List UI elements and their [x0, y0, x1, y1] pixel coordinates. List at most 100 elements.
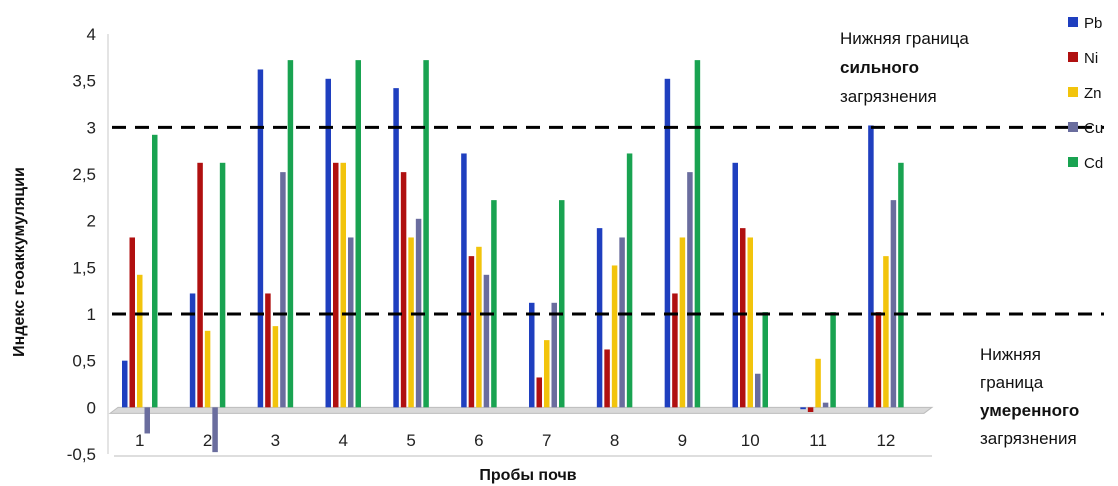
bar-cd-4	[355, 60, 361, 408]
bar-pb-1	[122, 360, 128, 408]
bar-cu-1	[144, 407, 150, 434]
category-label-8: 8	[610, 431, 619, 450]
bar-ni-8	[604, 349, 610, 408]
category-label-2: 2	[203, 431, 212, 450]
y-tick-label: 4	[87, 25, 96, 44]
bar-pb-11	[800, 407, 806, 410]
legend-swatch-zn	[1068, 87, 1078, 97]
bar-ni-2	[197, 162, 203, 408]
bar-cd-3	[287, 60, 294, 408]
bar-zn-2	[204, 330, 211, 408]
x-axis-title: Пробы почв	[479, 467, 576, 484]
reference-label-1-line-1: Нижняя	[980, 345, 1041, 364]
bar-zn-3	[272, 326, 279, 408]
y-tick-label: 1	[87, 305, 96, 324]
y-tick-label: 0,5	[72, 352, 96, 371]
category-label-3: 3	[271, 431, 280, 450]
category-label-10: 10	[741, 431, 760, 450]
legend-label-zn: Zn	[1084, 85, 1102, 102]
reference-label-1-line-4: загрязнения	[980, 429, 1077, 448]
bar-pb-6	[461, 153, 467, 408]
bar-zn-6	[476, 246, 482, 408]
reference-label-1-line-3: умеренного	[980, 401, 1079, 420]
bar-cd-7	[559, 200, 565, 408]
y-tick-label: 2,5	[72, 165, 96, 184]
bar-cu-6	[483, 274, 490, 408]
x-axis: 1 2 3 4 5 6 7 8 9 10 11 12	[114, 431, 932, 457]
bar-cu-3	[280, 172, 286, 408]
bar-pb-9	[664, 78, 671, 408]
bar-cu-9	[687, 172, 693, 408]
bar-zn-5	[408, 237, 414, 408]
reference-label-3-line-3: загрязнения	[840, 87, 937, 106]
y-axis: -0,5 0 0,5 1 1,5 2 2,5 3 3,5 4	[67, 25, 109, 464]
bar-ni-9	[672, 293, 678, 408]
y-axis-title: Индекс геоаккумуляции	[11, 167, 28, 357]
y-tick-label: -0,5	[67, 445, 96, 464]
bar-pb-10	[732, 162, 738, 408]
bar-cd-10	[762, 312, 768, 408]
bar-pb-7	[529, 302, 535, 408]
bar-ni-10	[740, 228, 746, 408]
bar-pb-3	[257, 69, 264, 408]
legend-label-pb: Pb	[1084, 15, 1102, 32]
bar-pb-12	[868, 125, 874, 408]
reference-label-1-line-2: граница	[980, 373, 1044, 392]
floor-band	[108, 406, 934, 414]
y-tick-label: 3	[87, 118, 96, 137]
bar-ni-12	[875, 312, 882, 408]
bar-cu-7	[551, 302, 557, 408]
y-tick-label: 2	[87, 212, 96, 231]
bar-ni-11	[807, 407, 814, 412]
bar-cd-8	[626, 153, 633, 408]
bar-ni-4	[333, 162, 339, 408]
bar-ni-5	[400, 172, 407, 408]
bar-cu-12	[890, 200, 897, 408]
bar-cu-2	[212, 407, 218, 453]
bar-zn-4	[340, 162, 346, 408]
bar-cu-8	[619, 237, 625, 408]
reference-label-3-line-1: Нижняя граница	[840, 29, 969, 48]
y-tick-label: 1,5	[72, 258, 96, 277]
reference-label-3-line-2: сильного	[840, 58, 919, 77]
bar-zn-8	[611, 265, 618, 408]
legend-label-cd: Cd	[1084, 155, 1103, 172]
bar-cd-9	[694, 60, 701, 408]
legend-swatch-ni	[1068, 52, 1078, 62]
y-tick-label: 3,5	[72, 72, 96, 91]
bar-pb-8	[596, 228, 603, 408]
category-label-11: 11	[809, 431, 827, 450]
bar-cd-11	[830, 312, 836, 408]
category-label-9: 9	[678, 431, 687, 450]
category-label-5: 5	[406, 431, 415, 450]
bars	[122, 60, 904, 453]
category-label-1: 1	[135, 431, 144, 450]
reference-lines	[112, 125, 1104, 316]
category-label-6: 6	[474, 431, 483, 450]
category-label-12: 12	[876, 431, 895, 450]
bar-zn-12	[883, 256, 889, 408]
bar-pb-5	[393, 88, 399, 408]
bar-ni-7	[536, 377, 542, 408]
bar-cu-11	[822, 402, 829, 408]
legend-label-cu: Cu	[1084, 120, 1103, 137]
bar-ni-3	[265, 293, 271, 408]
bar-zn-9	[679, 237, 686, 408]
bar-pb-4	[325, 78, 331, 408]
bar-cd-2	[219, 162, 226, 408]
bar-cu-4	[348, 237, 354, 408]
bar-zn-10	[747, 237, 753, 408]
y-tick-label: 0	[87, 398, 96, 417]
legend-swatch-cu	[1068, 122, 1078, 132]
bar-ni-1	[129, 237, 135, 408]
legend: Pb Ni Zn Cu Cd	[1068, 15, 1103, 172]
bar-zn-11	[815, 358, 821, 408]
reference-annotations: Нижняя граница сильного загрязнения Нижняя г…	[840, 29, 1079, 448]
bar-zn-7	[544, 340, 550, 408]
chart-floor	[108, 406, 934, 414]
legend-swatch-pb	[1068, 17, 1078, 27]
bar-cd-6	[491, 200, 497, 408]
bar-cu-10	[755, 373, 761, 408]
category-label-4: 4	[339, 431, 348, 450]
